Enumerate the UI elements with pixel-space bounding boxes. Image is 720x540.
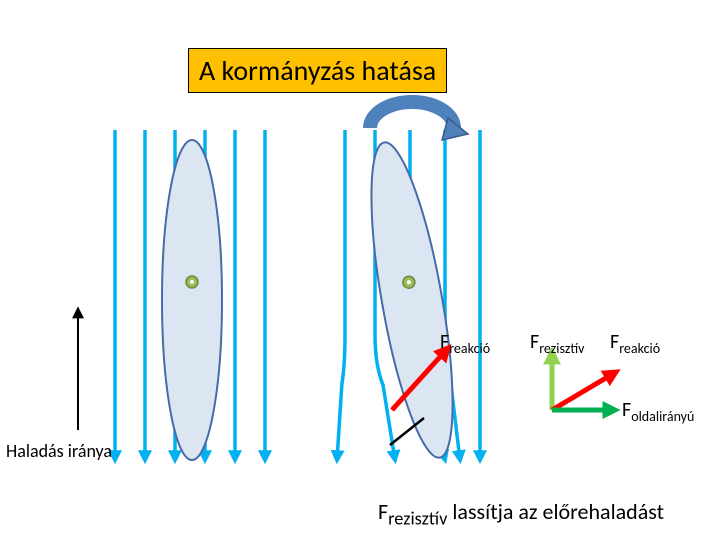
bottom-statement: Frezisztív lassítja az előrehaladást [378,498,664,529]
label-f-rezisztiv: Frezisztív [530,330,584,357]
label-f-reakcio-1: Freakció [440,330,490,357]
label-f-oldaliranyu: Foldalirányú [622,398,694,425]
label-f-reakcio-2: Freakció [610,330,660,357]
label-haladas-iranya: Haladás iránya [6,440,112,462]
